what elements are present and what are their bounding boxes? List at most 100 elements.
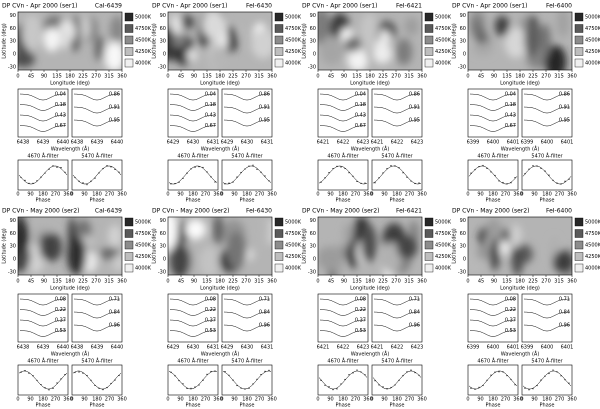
lightcurve-point [74, 176, 76, 179]
colorbar-label: 4000K [285, 266, 302, 272]
phase-tick-label: 90 [81, 192, 87, 198]
colorbar-swatch [424, 12, 434, 22]
filter-label: 4670 Å-filter [177, 358, 209, 365]
colorbar-swatch [574, 217, 584, 227]
lightcurve-point [118, 171, 120, 173]
colorbar-swatch [424, 35, 434, 45]
panel-title: DP CVn - May 2000 (ser2) [152, 208, 230, 215]
colorbar-label: 4500K [285, 243, 302, 249]
phase-tick-label: 180 [338, 397, 348, 403]
phase-tick-label: 360 [363, 192, 373, 198]
lightcurve [222, 370, 272, 390]
longitude-tick-label: 180 [65, 279, 75, 285]
colorbar-swatch [424, 263, 434, 273]
spot [94, 35, 104, 62]
phase-tick-label: 90 [27, 397, 33, 403]
lightcurve-point [56, 382, 58, 384]
phase-tick-label: 360 [513, 192, 523, 198]
phase-tick-label: 360 [513, 397, 523, 403]
longitude-tick-label: 135 [52, 279, 62, 285]
wavelength-tick-label: 6429 [221, 345, 234, 351]
profile-curve [223, 311, 271, 319]
profile-curve [523, 298, 571, 306]
phase-tick-label: 270 [555, 192, 565, 198]
spot [18, 51, 35, 68]
colorbar-label: 4000K [585, 61, 600, 67]
colorbar-swatch [574, 229, 584, 238]
lightcurve-point [348, 374, 350, 376]
latitude-tick-label: 60 [10, 26, 16, 32]
colorbar-swatch [274, 12, 284, 22]
phase-tick-label: 180 [392, 192, 402, 198]
lightcurve-point [40, 383, 42, 386]
lightcurve-point [490, 171, 492, 173]
panel-title: DP CVn - May 2000 (ser2) [2, 208, 80, 215]
longitude-tick-label: 135 [502, 279, 512, 285]
spot [471, 17, 482, 39]
colorbar-label: 4750K [135, 231, 152, 237]
wavelength-tick-label: 6423 [411, 140, 424, 146]
spot [320, 35, 344, 65]
spot [498, 240, 511, 256]
lightcurve [522, 165, 572, 185]
lightcurve-point [198, 384, 200, 386]
lightcurve-point [344, 167, 346, 170]
phase-tick-label: 90 [231, 192, 237, 198]
lightcurve-point [482, 384, 484, 387]
lightcurve-point [194, 386, 196, 388]
profile-frame [221, 88, 273, 138]
latitude-tick-label: -30 [8, 270, 16, 276]
colorbar-swatch [424, 240, 434, 250]
lightcurve-point [528, 168, 530, 170]
doppler-map [168, 12, 272, 70]
spot [213, 217, 224, 245]
longitude-tick-label: 360 [567, 279, 577, 285]
lightcurve-frame [221, 159, 273, 191]
lightcurve [318, 370, 368, 390]
lightcurve-point [170, 371, 172, 373]
lightcurve-point [28, 372, 30, 374]
phase-tick-label: 90 [381, 192, 387, 198]
lightcurve-point [390, 165, 392, 167]
phase-tick-label: 0 [166, 192, 169, 198]
latitude-tick-label: 60 [160, 231, 166, 237]
spot [185, 219, 206, 240]
longitude-label: Longitude (deg) [50, 286, 90, 292]
profile-frame [167, 88, 219, 138]
lightcurve-point [36, 180, 38, 182]
lightcurve-point [106, 386, 108, 389]
colorbar-label: 5000K [285, 220, 302, 226]
longitude-tick-label: 225 [228, 74, 238, 80]
lightcurve-point [52, 387, 54, 389]
longitude-tick-label: 225 [228, 279, 238, 285]
longitude-tick-label: 90 [491, 279, 497, 285]
phase-axis-label: Phase [486, 403, 501, 409]
lightcurve-point [494, 371, 496, 373]
wavelength-tick-label: 6440 [57, 345, 70, 351]
colorbar-label: 4250K [135, 49, 152, 55]
phase-tick-label: 90 [177, 192, 183, 198]
doppler-map [318, 12, 422, 70]
lightcurve-point [328, 172, 330, 174]
phase-tick-label: 270 [555, 397, 565, 403]
phase-tick-label: 270 [105, 192, 115, 198]
latitude-tick-label: 0 [13, 52, 16, 58]
lightcurve-point [514, 177, 516, 179]
latitude-tick-label: 30 [10, 244, 16, 250]
map-features [318, 217, 420, 275]
wavelength-tick-label: 6440 [57, 140, 70, 146]
lightcurve-frame [17, 364, 69, 396]
profile-curve [469, 309, 517, 316]
profile-curve [523, 106, 571, 114]
phase-tick-label: 270 [255, 192, 265, 198]
phase-label: 0.86 [109, 92, 120, 98]
longitude-tick-label: 45 [328, 74, 334, 80]
phase-tick-label: 270 [501, 397, 511, 403]
phase-label: 0.22 [355, 307, 366, 313]
profile-curve [223, 324, 271, 332]
lightcurve-point [256, 378, 258, 380]
spot [544, 45, 567, 70]
phase-tick-label: 0 [70, 397, 73, 403]
wavelength-tick-label: 6429 [221, 140, 234, 146]
lightcurve-frame [467, 159, 519, 191]
